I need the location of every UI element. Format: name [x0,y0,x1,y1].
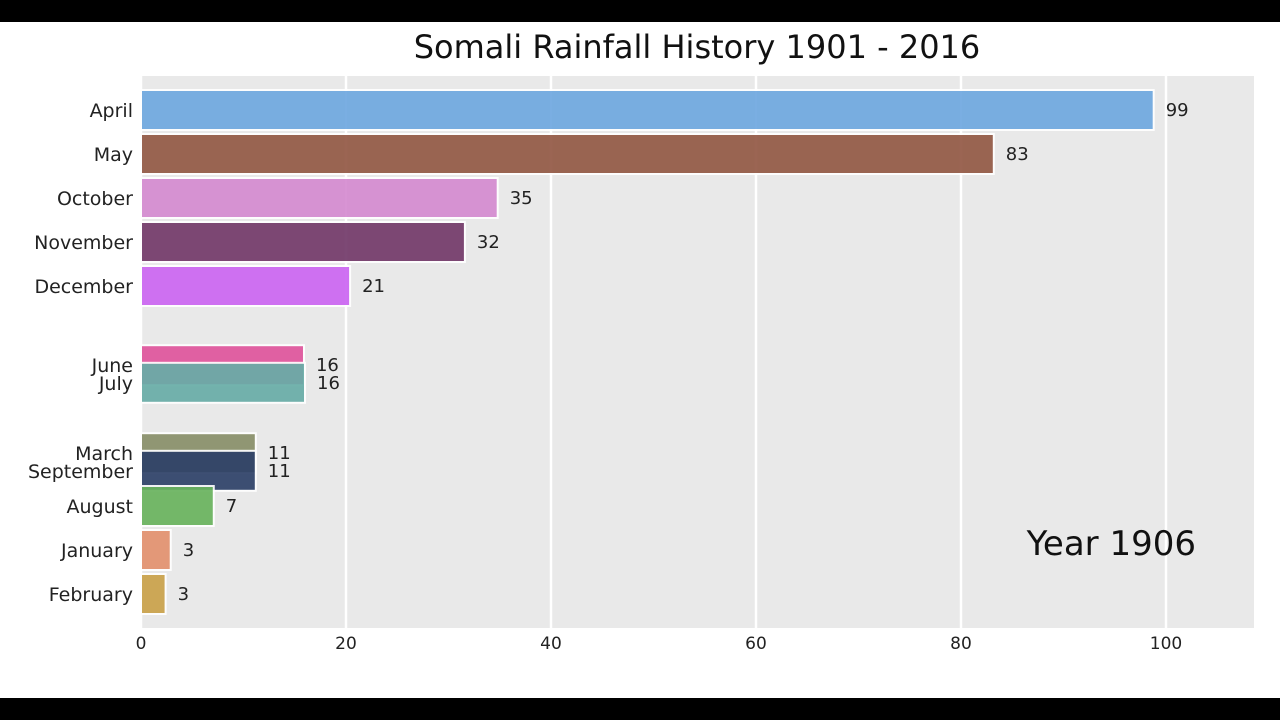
bars [140,89,1155,615]
bar-may [140,133,995,175]
value-label-april: 99 [1166,100,1189,121]
bar-september [140,449,257,492]
value-label-november: 32 [477,232,500,253]
x-tick-label-5: 100 [1150,634,1182,654]
year-annotation: Year 1906 [1026,524,1196,564]
x-tick-labels: 0 20 40 60 80 100 [136,634,1183,654]
bar-april [140,89,1155,131]
value-label-october: 35 [510,188,533,209]
x-tick-label-0: 0 [136,634,147,654]
value-label-february: 3 [178,584,189,605]
x-tick-label-3: 60 [745,634,767,654]
value-label-september: 11 [268,461,291,482]
category-label-may: May [94,144,133,166]
category-label-february: February [49,584,133,606]
bar-november [140,221,466,263]
bar-july [140,361,306,404]
category-label-november: November [34,232,133,254]
bar-october [140,177,499,219]
category-label-august: August [67,496,134,518]
value-label-march: 11 [268,443,291,464]
category-label-july: July [98,373,133,395]
value-label-may: 83 [1006,144,1029,165]
bar-december [140,265,352,307]
bar-february [140,573,167,615]
bar-january [140,529,172,571]
x-tick-label-2: 40 [540,634,562,654]
value-label-june: 16 [316,355,339,376]
chart-frame: April May October November December June July M… [0,22,1280,698]
category-label-december: December [34,276,133,298]
bar-august [140,485,215,527]
category-label-january: January [60,540,133,562]
x-tick-label-1: 20 [335,634,357,654]
value-label-january: 3 [183,540,194,561]
x-tick-label-4: 80 [950,634,972,654]
category-label-september: September [28,461,133,483]
value-label-august: 7 [226,496,237,517]
category-label-october: October [57,188,133,210]
value-label-july: 16 [317,373,340,394]
chart-title: Somali Rainfall History 1901 - 2016 [414,28,981,66]
category-label-june: June [91,355,133,377]
value-label-december: 21 [362,276,385,297]
category-label-april: April [90,100,133,122]
category-label-march: March [75,443,133,465]
